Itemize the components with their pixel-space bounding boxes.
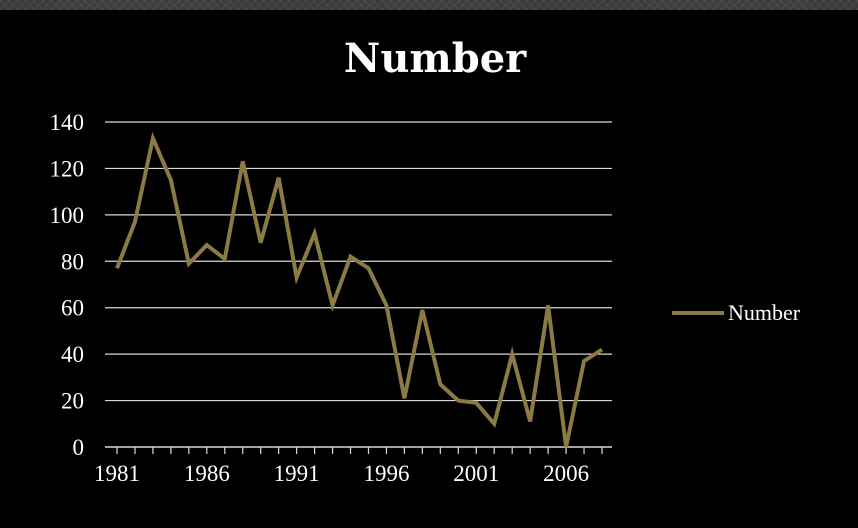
y-tick-label: 40 [61,342,84,367]
x-tick-label: 1991 [274,461,320,486]
series-line [115,131,604,448]
series-layer [115,131,604,448]
y-tick-label: 0 [73,435,85,460]
x-tick-label: 1981 [94,461,140,486]
legend-label: Number [728,300,801,325]
y-tick-label: 20 [61,389,84,414]
y-tick-label: 80 [61,249,84,274]
x-axis: 1981 1986 1991 1996 2001 2006 [94,446,612,486]
y-tick-label: 60 [61,296,84,321]
x-tick-label: 2006 [543,461,589,486]
chart-area [0,10,858,528]
x-tick-label: 1996 [363,461,409,486]
chart-title: Number [344,35,527,82]
y-tick-label: 140 [50,110,85,135]
y-tick-label: 120 [50,156,85,181]
x-tick-label: 2001 [453,461,499,486]
legend: Number [672,300,801,325]
y-tick-label: 100 [50,203,85,228]
x-tick-label: 1986 [184,461,230,486]
y-axis-ticks: 0 20 40 60 80 100 120 140 [50,110,85,460]
